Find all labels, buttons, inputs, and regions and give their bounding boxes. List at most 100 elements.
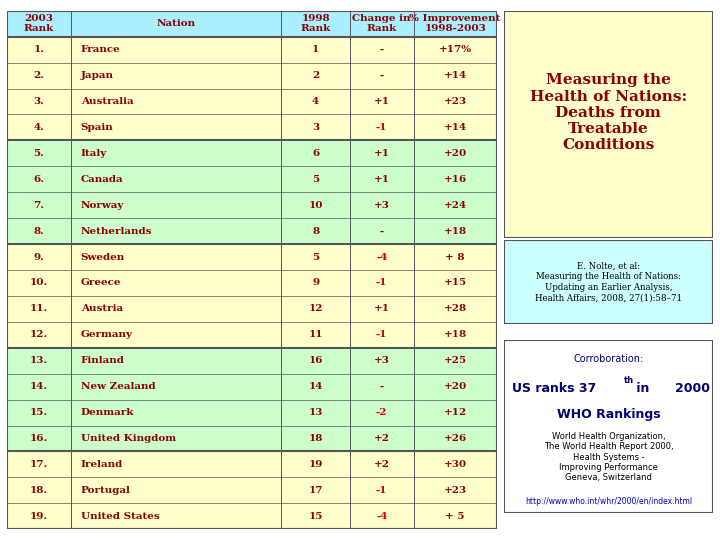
Text: + 5: + 5 bbox=[446, 512, 465, 521]
Text: 5: 5 bbox=[312, 175, 319, 184]
Text: +1: +1 bbox=[374, 305, 390, 313]
Text: United States: United States bbox=[81, 512, 159, 521]
FancyBboxPatch shape bbox=[7, 244, 497, 270]
FancyBboxPatch shape bbox=[504, 11, 713, 238]
Text: 8: 8 bbox=[312, 227, 319, 235]
Text: -4: -4 bbox=[376, 512, 387, 521]
Text: -1: -1 bbox=[376, 123, 387, 132]
Text: -: - bbox=[379, 227, 384, 235]
Text: +30: +30 bbox=[444, 460, 467, 469]
FancyBboxPatch shape bbox=[7, 451, 497, 477]
Text: -: - bbox=[379, 45, 384, 54]
Text: 16.: 16. bbox=[30, 434, 48, 443]
Text: 2.: 2. bbox=[34, 71, 45, 80]
Text: -: - bbox=[379, 382, 384, 391]
Text: Netherlands: Netherlands bbox=[81, 227, 152, 235]
FancyBboxPatch shape bbox=[7, 400, 497, 426]
FancyBboxPatch shape bbox=[7, 166, 497, 192]
FancyBboxPatch shape bbox=[504, 240, 713, 324]
Text: New Zealand: New Zealand bbox=[81, 382, 156, 391]
Text: th: th bbox=[624, 376, 634, 386]
FancyBboxPatch shape bbox=[7, 114, 497, 140]
Text: 1: 1 bbox=[312, 45, 319, 54]
Text: +18: +18 bbox=[444, 227, 467, 235]
Text: -1: -1 bbox=[376, 486, 387, 495]
Text: 8.: 8. bbox=[34, 227, 45, 235]
Text: E. Nolte, et al:
Measuring the Health of Nations:
Updating an Earlier Analysis,
: E. Nolte, et al: Measuring the Health of… bbox=[535, 262, 682, 302]
Text: +24: +24 bbox=[444, 201, 467, 210]
Text: Canada: Canada bbox=[81, 175, 123, 184]
Text: +28: +28 bbox=[444, 305, 467, 313]
Text: -2: -2 bbox=[376, 408, 387, 417]
Text: Spain: Spain bbox=[81, 123, 113, 132]
FancyBboxPatch shape bbox=[7, 348, 497, 374]
Text: 1.: 1. bbox=[34, 45, 45, 54]
Text: Corroboration:: Corroboration: bbox=[573, 354, 644, 364]
Text: 10: 10 bbox=[308, 201, 323, 210]
Text: 1998
Rank: 1998 Rank bbox=[300, 14, 330, 33]
Text: 11: 11 bbox=[308, 330, 323, 339]
Text: in: in bbox=[632, 382, 649, 395]
Text: +20: +20 bbox=[444, 382, 467, 391]
Text: +18: +18 bbox=[444, 330, 467, 339]
Text: 19: 19 bbox=[308, 460, 323, 469]
Text: + 8: + 8 bbox=[446, 253, 465, 261]
Text: +26: +26 bbox=[444, 434, 467, 443]
Text: Portugal: Portugal bbox=[81, 486, 130, 495]
Text: -: - bbox=[379, 71, 384, 80]
Text: +1: +1 bbox=[374, 97, 390, 106]
Text: Greece: Greece bbox=[81, 279, 121, 287]
Text: +15: +15 bbox=[444, 279, 467, 287]
Text: +23: +23 bbox=[444, 97, 467, 106]
Text: +14: +14 bbox=[444, 71, 467, 80]
Text: WHO Rankings: WHO Rankings bbox=[557, 408, 660, 421]
Text: +17%: +17% bbox=[438, 45, 472, 54]
Text: 12: 12 bbox=[308, 305, 323, 313]
FancyBboxPatch shape bbox=[7, 503, 497, 529]
Text: World Health Organization,
The World Health Report 2000,
Health Systems -
Improv: World Health Organization, The World Hea… bbox=[544, 432, 673, 482]
Text: 15: 15 bbox=[308, 512, 323, 521]
Text: +1: +1 bbox=[374, 149, 390, 158]
Text: France: France bbox=[81, 45, 120, 54]
Text: 9.: 9. bbox=[34, 253, 45, 261]
Text: Sweden: Sweden bbox=[81, 253, 125, 261]
Text: 13.: 13. bbox=[30, 356, 48, 365]
Text: 18: 18 bbox=[308, 434, 323, 443]
Text: Germany: Germany bbox=[81, 330, 132, 339]
Text: +1: +1 bbox=[374, 175, 390, 184]
Text: 17.: 17. bbox=[30, 460, 48, 469]
FancyBboxPatch shape bbox=[7, 89, 497, 114]
Text: +14: +14 bbox=[444, 123, 467, 132]
Text: 3.: 3. bbox=[34, 97, 45, 106]
Text: Nation: Nation bbox=[156, 19, 196, 28]
Text: 19.: 19. bbox=[30, 512, 48, 521]
Text: Measuring the
Health of Nations:
Deaths from
Treatable
Conditions: Measuring the Health of Nations: Deaths … bbox=[530, 73, 687, 152]
Text: 14.: 14. bbox=[30, 382, 48, 391]
Text: +3: +3 bbox=[374, 201, 390, 210]
FancyBboxPatch shape bbox=[7, 37, 497, 63]
Text: +16: +16 bbox=[444, 175, 467, 184]
FancyBboxPatch shape bbox=[7, 63, 497, 89]
Text: +20: +20 bbox=[444, 149, 467, 158]
FancyBboxPatch shape bbox=[7, 192, 497, 218]
Text: 2000: 2000 bbox=[675, 382, 710, 395]
Text: Ireland: Ireland bbox=[81, 460, 123, 469]
Text: +12: +12 bbox=[444, 408, 467, 417]
Text: -1: -1 bbox=[376, 330, 387, 339]
FancyBboxPatch shape bbox=[7, 477, 497, 503]
Text: +23: +23 bbox=[444, 486, 467, 495]
Text: Denmark: Denmark bbox=[81, 408, 134, 417]
Text: 14: 14 bbox=[308, 382, 323, 391]
Text: Change in
Rank: Change in Rank bbox=[353, 14, 411, 33]
Text: 11.: 11. bbox=[30, 305, 48, 313]
Text: 13: 13 bbox=[308, 408, 323, 417]
Text: Italy: Italy bbox=[81, 149, 107, 158]
FancyBboxPatch shape bbox=[7, 140, 497, 166]
Text: 6.: 6. bbox=[34, 175, 45, 184]
Text: 7.: 7. bbox=[34, 201, 45, 210]
Text: Japan: Japan bbox=[81, 71, 114, 80]
FancyBboxPatch shape bbox=[504, 340, 713, 513]
Text: Austria: Austria bbox=[81, 305, 123, 313]
Text: 2: 2 bbox=[312, 71, 319, 80]
FancyBboxPatch shape bbox=[7, 296, 497, 322]
